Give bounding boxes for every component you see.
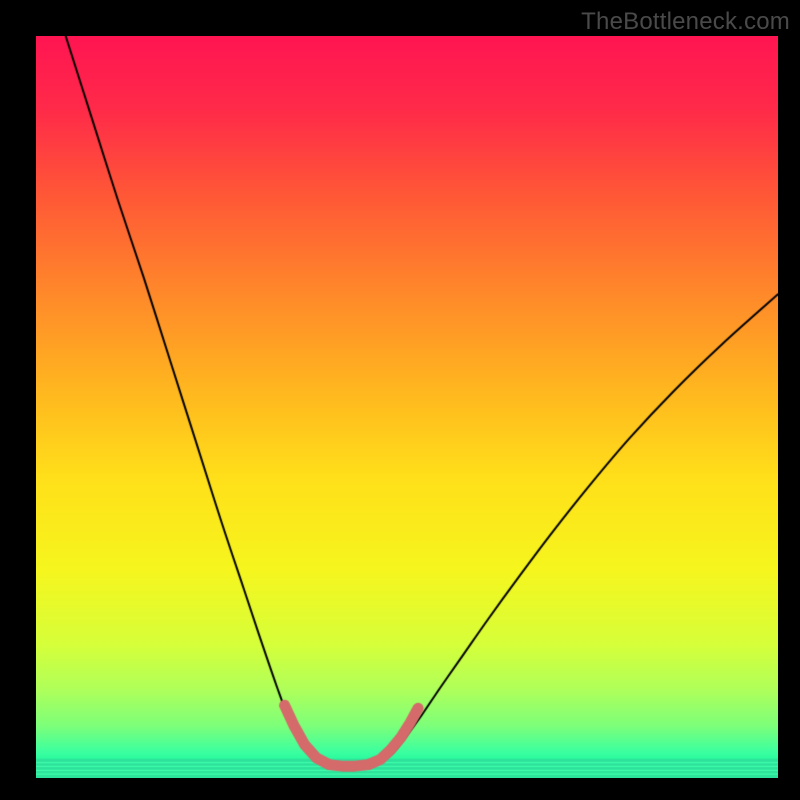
watermark-label: TheBottleneck.com — [581, 8, 790, 36]
highlight-marker — [36, 36, 778, 778]
chart-plot-area — [36, 36, 778, 778]
